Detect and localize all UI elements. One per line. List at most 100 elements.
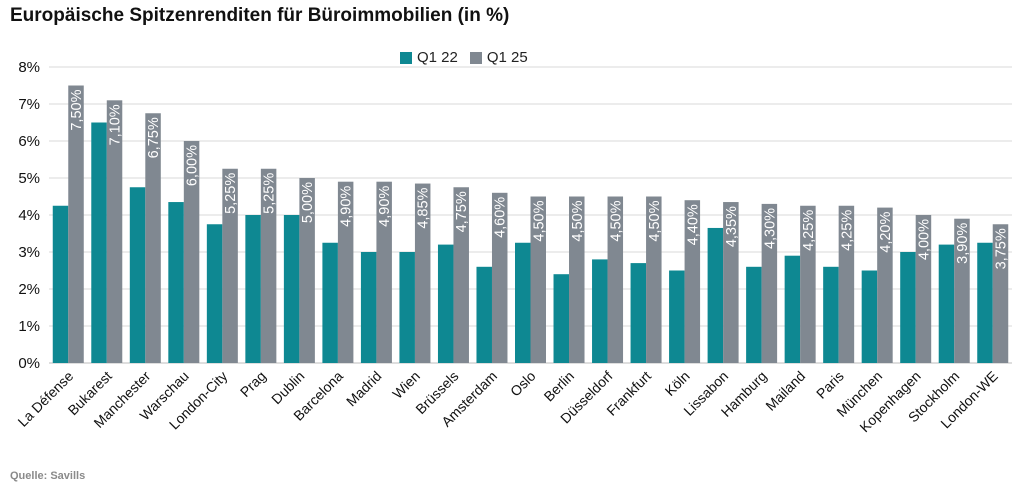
bar <box>900 252 916 363</box>
bar <box>376 181 392 363</box>
bar <box>515 242 531 363</box>
bar <box>260 168 277 363</box>
bar <box>206 224 223 363</box>
y-tick-label: 7% <box>18 96 40 113</box>
bar <box>322 242 338 363</box>
bar <box>669 270 685 363</box>
bar <box>129 187 146 363</box>
bar <box>168 202 184 363</box>
bar <box>299 178 315 363</box>
bar <box>861 270 878 363</box>
x-tick-label: Madrid <box>343 368 385 410</box>
bar <box>607 196 624 363</box>
bar <box>938 244 955 363</box>
data-label: 4,25% <box>839 210 855 251</box>
bar <box>222 168 238 363</box>
bar <box>106 100 123 364</box>
bar <box>630 263 647 363</box>
legend-label-q1-25: Q1 25 <box>486 49 528 66</box>
bar <box>954 218 970 363</box>
bar <box>746 266 762 363</box>
source-note: Quelle: Savills <box>10 470 86 482</box>
y-tick-label: 8% <box>18 59 40 76</box>
bar <box>68 85 84 363</box>
data-label: 4,75% <box>454 191 470 232</box>
bar <box>283 215 300 363</box>
bar <box>553 274 570 363</box>
data-label: 6,75% <box>146 117 162 158</box>
bar <box>91 122 107 363</box>
data-label: 5,00% <box>300 182 316 223</box>
bar <box>437 244 454 363</box>
data-label: 4,20% <box>878 212 894 253</box>
data-label: 5,25% <box>262 173 278 214</box>
data-label: 4,50% <box>531 200 547 241</box>
bar <box>183 141 200 363</box>
data-label: 4,35% <box>724 206 740 247</box>
x-tick-label: Paris <box>813 368 847 402</box>
bar <box>915 215 932 363</box>
data-label: 3,90% <box>955 223 971 264</box>
legend-label-q1-22: Q1 22 <box>417 49 458 66</box>
bar <box>414 183 431 363</box>
x-tick-label: Berlin <box>541 368 578 405</box>
data-label: 6,00% <box>185 145 201 186</box>
y-tick-label: 0% <box>18 355 40 372</box>
y-tick-label: 1% <box>18 318 40 335</box>
bar <box>646 196 662 363</box>
x-tick-label: Wien <box>389 368 423 402</box>
legend-swatch-q1-22 <box>400 51 412 64</box>
x-tick-label: Mailand <box>762 368 808 414</box>
bar <box>992 224 1009 363</box>
data-label: 7,10% <box>108 104 124 145</box>
bar <box>491 192 508 363</box>
y-tick-label: 2% <box>18 281 40 298</box>
data-label: 5,25% <box>223 173 239 214</box>
legend-item-q1-22: Q1 22 <box>400 49 458 66</box>
bar <box>145 113 161 363</box>
data-label: 4,25% <box>801 210 817 251</box>
data-label: 4,85% <box>416 187 432 228</box>
data-label: 4,60% <box>493 197 509 238</box>
y-tick-label: 4% <box>18 207 40 224</box>
bar <box>569 196 585 363</box>
bar <box>245 215 261 363</box>
data-label: 3,75% <box>993 228 1009 269</box>
bar <box>337 181 354 363</box>
bar <box>52 205 69 363</box>
x-tick-label: Köln <box>662 368 693 399</box>
data-label: 4,50% <box>608 200 624 241</box>
bar <box>399 252 415 363</box>
legend: Q1 22 Q1 25 <box>400 49 540 66</box>
bar <box>784 255 801 363</box>
bar <box>800 205 816 363</box>
legend-swatch-q1-25 <box>469 51 482 64</box>
x-tick-label: Oslo <box>507 368 539 400</box>
legend-item-q1-25: Q1 25 <box>469 49 528 66</box>
y-tick-label: 6% <box>18 133 40 150</box>
data-label: 4,50% <box>570 200 586 241</box>
bar <box>823 266 839 363</box>
chart-title: Europäische Spitzenrenditen für Büroimmo… <box>10 5 510 26</box>
data-label: 7,50% <box>69 89 85 130</box>
data-label: 4,30% <box>762 208 778 249</box>
data-label: 4,90% <box>377 186 393 227</box>
bar <box>360 252 377 363</box>
bar <box>877 207 893 363</box>
x-tick-label: La Défense <box>14 368 76 430</box>
bar <box>761 203 778 363</box>
x-tick-label: Prag <box>237 368 269 400</box>
data-label: 4,90% <box>339 186 355 227</box>
data-label: 4,00% <box>916 219 932 260</box>
bar <box>707 227 724 363</box>
bar <box>977 242 993 363</box>
y-tick-label: 5% <box>18 170 40 187</box>
bar <box>684 200 701 363</box>
data-label: 4,40% <box>685 204 701 245</box>
bar <box>453 187 469 363</box>
data-label: 4,50% <box>647 200 663 241</box>
y-tick-label: 3% <box>18 244 40 261</box>
bar <box>838 205 855 363</box>
bar <box>476 266 492 363</box>
